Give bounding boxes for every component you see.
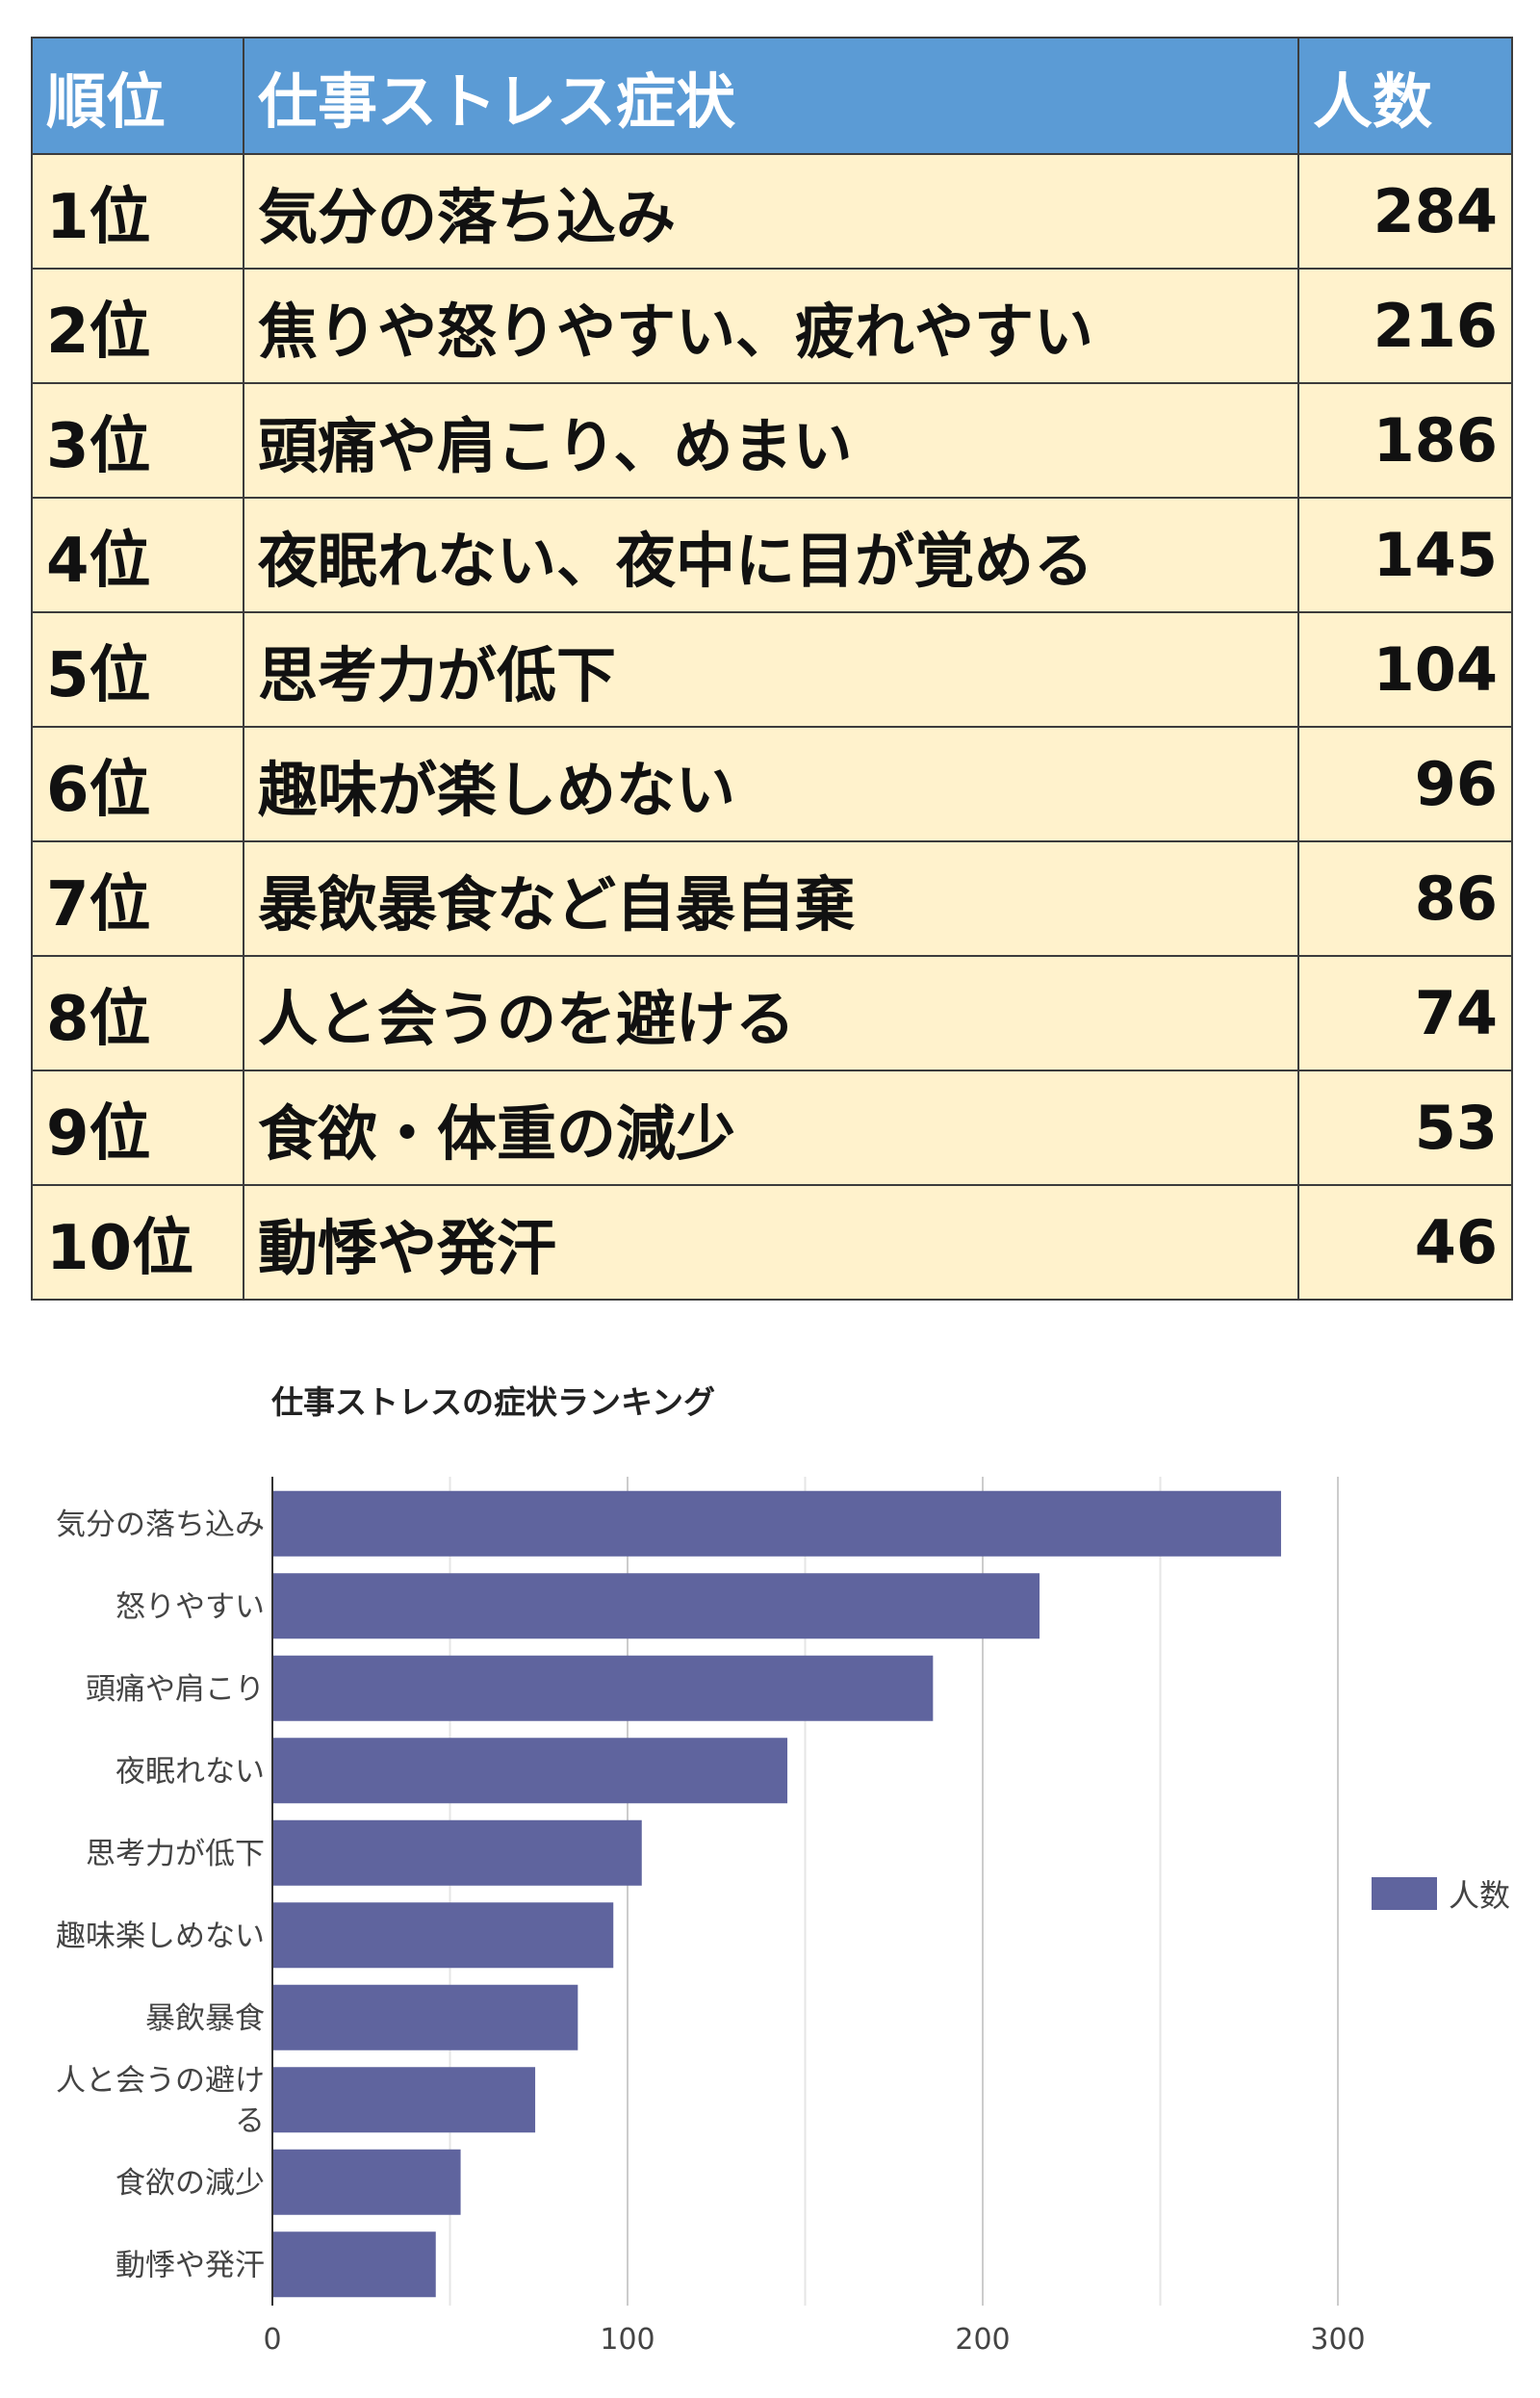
category-label: 趣味楽しめない (56, 1919, 265, 1953)
bar (272, 1738, 788, 1804)
symptom-cell: 食欲・体重の減少 (243, 1070, 1299, 1186)
count-cell: 74 (1297, 955, 1513, 1071)
header-rank: 順位 (31, 37, 244, 155)
bar (272, 1655, 934, 1721)
bar (272, 1902, 614, 1969)
x-tick-label: 200 (955, 2323, 1010, 2357)
category-label: 気分の落ち込み (56, 1508, 265, 1542)
count-cell: 186 (1297, 382, 1513, 499)
table-row: 4位 夜眠れない、夜中に目が覚める 145 (31, 497, 1513, 613)
category-label: る (235, 2103, 265, 2138)
rank-cell: 1位 (31, 153, 244, 270)
rank-cell: 6位 (31, 726, 244, 842)
header-symptom: 仕事ストレス症状 (243, 37, 1299, 155)
bar (272, 2231, 436, 2298)
category-label: 食欲の減少 (116, 2166, 265, 2201)
symptom-cell: 思考力が低下 (243, 611, 1299, 728)
rank-cell: 9位 (31, 1070, 244, 1186)
category-label: 人と会うの避け (56, 2063, 265, 2098)
category-label: 夜眠れない (116, 1754, 265, 1789)
count-cell: 86 (1297, 840, 1513, 957)
bar (272, 2149, 461, 2215)
ranking-table: 順位 仕事ストレス症状 人数 1位 気分の落ち込み 284 2位 焦りや怒りやす… (31, 37, 1513, 1301)
bar (272, 1490, 1281, 1557)
rank-cell: 5位 (31, 611, 244, 728)
legend-label: 人数 (1449, 1877, 1510, 1914)
count-cell: 104 (1297, 611, 1513, 728)
header-count: 人数 (1297, 37, 1513, 155)
symptom-cell: 焦りや怒りやすい、疲れやすい (243, 268, 1299, 384)
chart-title: 仕事ストレスの症状ランキング (271, 1383, 715, 1421)
symptom-cell: 人と会うのを避ける (243, 955, 1299, 1071)
rank-cell: 3位 (31, 382, 244, 499)
rank-cell: 8位 (31, 955, 244, 1071)
category-label: 暴飲暴食 (145, 2001, 265, 2036)
rank-cell: 4位 (31, 497, 244, 613)
table-row: 6位 趣味が楽しめない 96 (31, 726, 1513, 842)
legend-swatch (1372, 1877, 1437, 1910)
symptom-cell: 動悸や発汗 (243, 1184, 1299, 1301)
table-row: 2位 焦りや怒りやすい、疲れやすい 216 (31, 268, 1513, 384)
rank-cell: 7位 (31, 840, 244, 957)
count-cell: 216 (1297, 268, 1513, 384)
bar (272, 2067, 536, 2133)
table-row: 1位 気分の落ち込み 284 (31, 153, 1513, 270)
count-cell: 46 (1297, 1184, 1513, 1301)
bars (272, 1490, 1281, 2298)
count-cell: 284 (1297, 153, 1513, 270)
rank-cell: 2位 (31, 268, 244, 384)
table-row: 10位 動悸や発汗 46 (31, 1184, 1513, 1301)
bar (272, 1819, 642, 1886)
rank-cell: 10位 (31, 1184, 244, 1301)
symptom-cell: 暴飲暴食など自暴自棄 (243, 840, 1299, 957)
table-header-row: 順位 仕事ストレス症状 人数 (31, 37, 1513, 155)
category-label: 思考力が低下 (86, 1837, 265, 1871)
table-row: 3位 頭痛や肩こり、めまい 186 (31, 382, 1513, 499)
bar (272, 1984, 578, 2050)
symptom-cell: 頭痛や肩こり、めまい (243, 382, 1299, 499)
x-tick-labels: 0 100 200 300 (263, 2323, 1365, 2357)
legend: 人数 (1372, 1877, 1510, 1914)
bar (272, 1573, 1040, 1639)
x-tick-label: 100 (600, 2323, 654, 2357)
category-label: 頭痛や肩こり (86, 1672, 265, 1707)
table-row: 8位 人と会うのを避ける 74 (31, 955, 1513, 1071)
count-cell: 53 (1297, 1070, 1513, 1186)
count-cell: 96 (1297, 726, 1513, 842)
category-label: 怒りやすい (116, 1589, 265, 1624)
count-cell: 145 (1297, 497, 1513, 613)
table-row: 5位 思考力が低下 104 (31, 611, 1513, 728)
symptom-cell: 気分の落ち込み (243, 153, 1299, 270)
table-row: 9位 食欲・体重の減少 53 (31, 1070, 1513, 1186)
category-label: 動悸や発汗 (116, 2248, 265, 2282)
symptom-cell: 夜眠れない、夜中に目が覚める (243, 497, 1299, 613)
bar-chart: 仕事ストレスの症状ランキング 気分の落ち込み怒りやすい頭痛や肩こり夜眠れない思考… (56, 1383, 1510, 2357)
x-tick-label: 0 (263, 2323, 281, 2357)
category-labels: 気分の落ち込み怒りやすい頭痛や肩こり夜眠れない思考力が低下趣味楽しめない暴飲暴食… (56, 1508, 265, 2283)
x-tick-label: 300 (1310, 2323, 1365, 2357)
table-row: 7位 暴飲暴食など自暴自棄 86 (31, 840, 1513, 957)
symptom-cell: 趣味が楽しめない (243, 726, 1299, 842)
